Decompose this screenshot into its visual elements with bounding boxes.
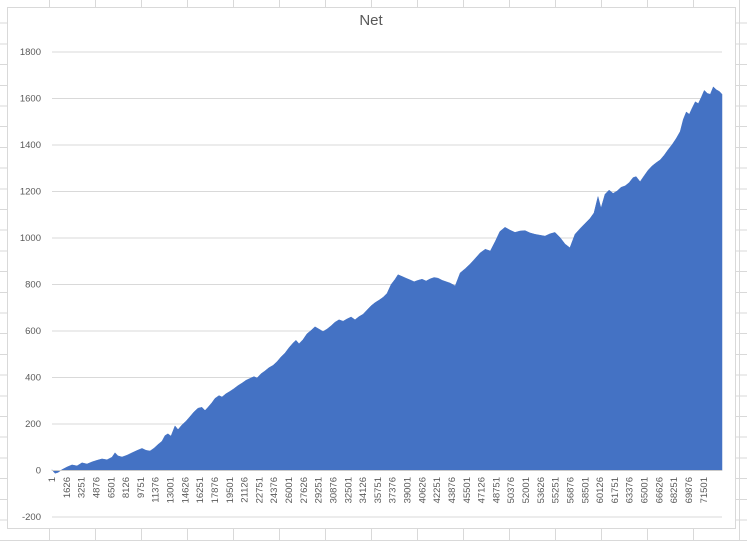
x-tick-label-26001: 26001 xyxy=(284,477,295,503)
x-tick-label-29251: 29251 xyxy=(314,477,325,503)
x-tick-label-11376: 11376 xyxy=(151,477,162,503)
x-tick-label-8126: 8126 xyxy=(121,477,132,498)
y-tick-label-200: 200 xyxy=(25,419,41,430)
x-tick-label-13001: 13001 xyxy=(166,477,177,503)
net-area-series xyxy=(51,86,723,474)
y-tick-label-1400: 1400 xyxy=(20,140,41,151)
x-tick-label-1626: 1626 xyxy=(62,477,73,498)
x-tick-label-60126: 60126 xyxy=(595,477,606,503)
x-tick-label-14626: 14626 xyxy=(180,477,191,503)
y-tick-label-1200: 1200 xyxy=(20,187,41,198)
y-tick-label-600: 600 xyxy=(25,326,41,337)
x-tick-label-48751: 48751 xyxy=(491,477,502,503)
x-tick-label-40626: 40626 xyxy=(417,477,428,503)
x-tick-label-45501: 45501 xyxy=(462,477,473,503)
x-tick-label-22751: 22751 xyxy=(254,477,265,503)
x-tick-label-30876: 30876 xyxy=(328,477,339,503)
x-tick-label-17876: 17876 xyxy=(210,477,221,503)
x-tick-label-53626: 53626 xyxy=(536,477,547,503)
x-tick-label-4876: 4876 xyxy=(91,477,102,498)
y-tick-label-1000: 1000 xyxy=(20,233,41,244)
x-tick-label-52001: 52001 xyxy=(521,477,532,503)
x-tick-label-19501: 19501 xyxy=(225,477,236,503)
x-tick-label-66626: 66626 xyxy=(654,477,665,503)
x-tick-label-55251: 55251 xyxy=(551,477,562,503)
x-tick-label-27626: 27626 xyxy=(299,477,310,503)
x-tick-label-37376: 37376 xyxy=(388,477,399,503)
y-tick-label-1600: 1600 xyxy=(20,94,41,105)
x-tick-label-6501: 6501 xyxy=(106,477,117,498)
y-tick-label-0: 0 xyxy=(36,466,41,477)
x-tick-label-1: 1 xyxy=(47,477,58,482)
area-shape xyxy=(51,86,723,474)
y-tick-label-1800: 1800 xyxy=(20,47,41,58)
x-tick-label-58501: 58501 xyxy=(580,477,591,503)
x-tick-label-68251: 68251 xyxy=(669,477,680,503)
x-tick-label-65001: 65001 xyxy=(640,477,651,503)
x-tick-label-56876: 56876 xyxy=(565,477,576,503)
x-axis-tick-labels: 1 1626 3251 4876 6501 8126 9751 11376 13001 14626… xyxy=(47,477,710,503)
y-axis-tick-labels: -200 0 200 400 600 800 1000 1200 1400 1600 1800 xyxy=(20,47,41,523)
x-tick-label-39001: 39001 xyxy=(403,477,414,503)
x-tick-label-34126: 34126 xyxy=(358,477,369,503)
chart-title: Net xyxy=(359,12,383,29)
x-tick-label-61751: 61751 xyxy=(610,477,621,503)
x-tick-label-32501: 32501 xyxy=(343,477,354,503)
x-tick-label-9751: 9751 xyxy=(136,477,147,498)
y-tick-label-800: 800 xyxy=(25,280,41,291)
y-tick-label-400: 400 xyxy=(25,373,41,384)
x-tick-label-35751: 35751 xyxy=(373,477,384,503)
x-tick-label-16251: 16251 xyxy=(195,477,206,503)
x-tick-label-71501: 71501 xyxy=(699,477,710,503)
x-tick-label-3251: 3251 xyxy=(77,477,88,498)
x-tick-label-63376: 63376 xyxy=(625,477,636,503)
x-tick-label-69876: 69876 xyxy=(684,477,695,503)
x-tick-label-47126: 47126 xyxy=(477,477,488,503)
x-tick-label-42251: 42251 xyxy=(432,477,443,503)
x-tick-label-21126: 21126 xyxy=(240,477,251,503)
x-tick-label-43876: 43876 xyxy=(447,477,458,503)
x-tick-label-50376: 50376 xyxy=(506,477,517,503)
y-tick-label--200: -200 xyxy=(22,512,41,523)
x-tick-label-24376: 24376 xyxy=(269,477,280,503)
